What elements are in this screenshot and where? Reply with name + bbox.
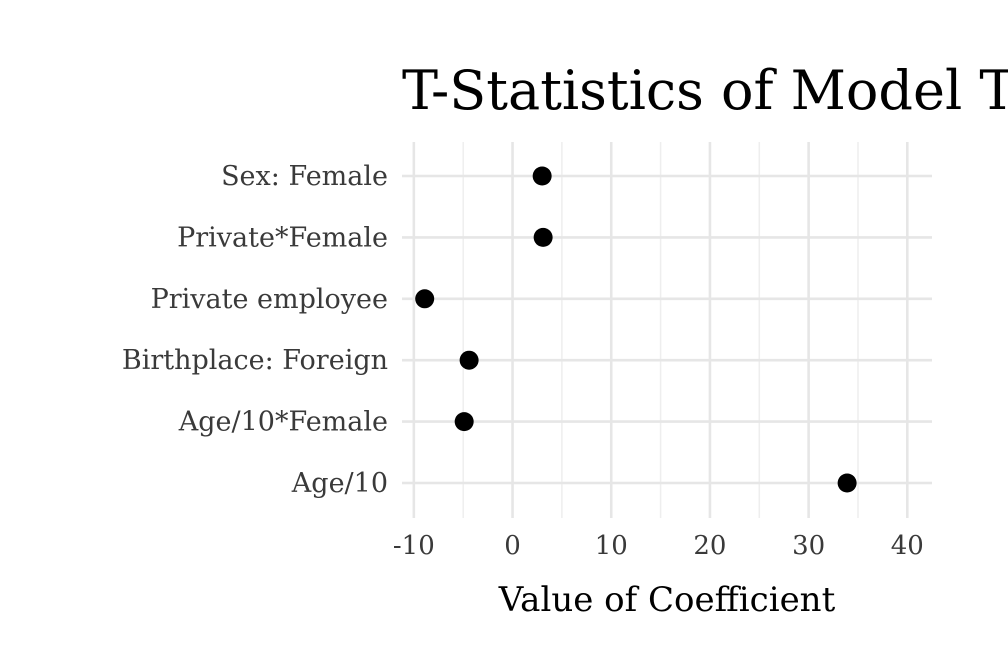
x-tick-label: 10 xyxy=(595,531,628,561)
category-label: Private*Female xyxy=(177,222,388,253)
data-point xyxy=(533,227,553,247)
data-point xyxy=(837,473,857,493)
category-label: Age/10*Female xyxy=(178,407,388,438)
data-point xyxy=(532,166,552,186)
data-points xyxy=(415,166,857,493)
data-point xyxy=(415,289,435,309)
x-tick-label: -10 xyxy=(393,531,435,561)
chart-title: T-Statistics of Model T xyxy=(402,59,1008,122)
data-point xyxy=(459,350,479,370)
x-tick-label: 0 xyxy=(504,531,521,561)
x-tick-label: 20 xyxy=(693,531,726,561)
x-tick-label: 40 xyxy=(891,531,924,561)
grid xyxy=(402,142,932,518)
x-tick-label: 30 xyxy=(792,531,825,561)
category-label: Age/10 xyxy=(291,468,388,499)
category-label: Birthplace: Foreign xyxy=(122,345,388,376)
x-tick-labels: -10 0 10 20 30 40 xyxy=(393,531,924,561)
category-labels: Sex: Female Private*Female Private employe… xyxy=(122,161,388,499)
category-label: Private employee xyxy=(151,284,388,315)
data-point xyxy=(454,412,474,432)
category-label: Sex: Female xyxy=(221,161,388,192)
x-axis-title: Value of Coefficient xyxy=(498,580,836,620)
